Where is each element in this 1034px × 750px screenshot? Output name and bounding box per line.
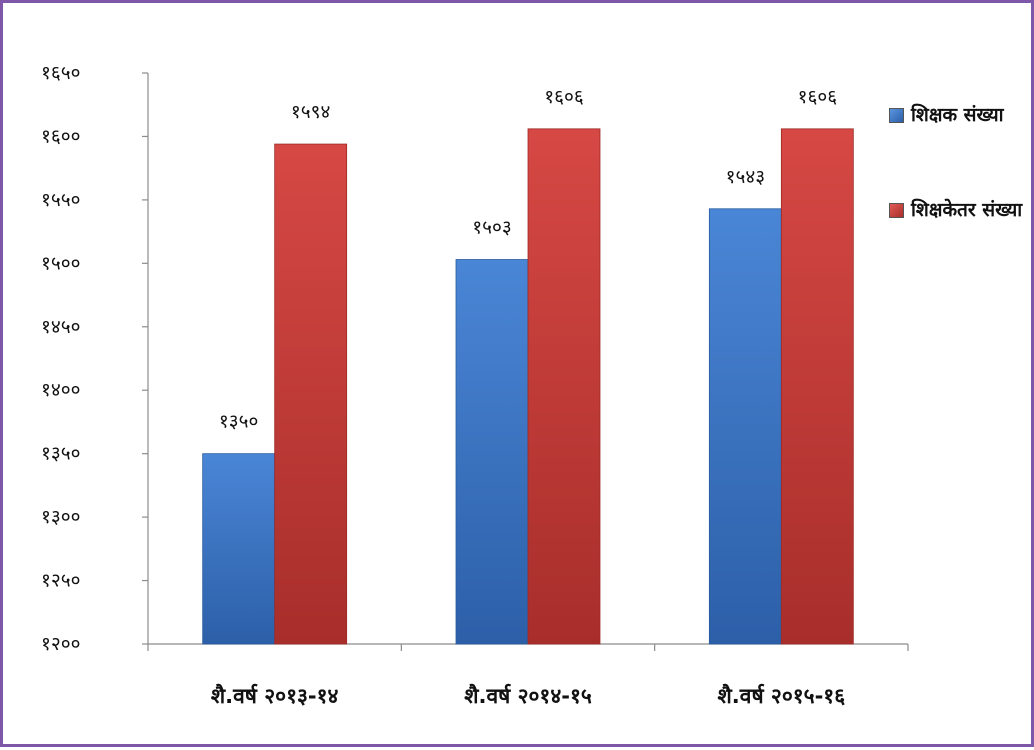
bar-nonteachers (274, 143, 348, 645)
legend-label-teachers: शिक्षक संख्या (911, 104, 1004, 126)
y-tick-label: १२५० (41, 570, 81, 592)
bar-chart: १२०० १२५० १३०० १३५० १४०० १४५० १५०० १५५० १६०० १६५०… (41, 62, 909, 708)
y-tick-label: १५५० (41, 189, 81, 211)
x-tick-label: शै.वर्ष २०१४-१५ (464, 683, 592, 708)
legend: शिक्षक संख्या शिक्षकेतर संख्या (887, 99, 1027, 289)
legend-label-nonteachers: शिक्षकेतर संख्या (911, 199, 1023, 221)
bar-teachers (708, 208, 782, 645)
data-label: १५०३ (472, 217, 512, 239)
bars (202, 128, 854, 645)
y-tick-label: १२०० (41, 633, 81, 655)
bar-teachers (455, 259, 529, 645)
bar-nonteachers (527, 128, 601, 645)
x-tick-label: शै.वर्ष २०१५-१६ (718, 683, 846, 708)
data-label: १५४३ (726, 166, 766, 188)
data-label: १३५० (219, 411, 259, 433)
legend-swatch-blue (889, 108, 904, 123)
y-tick-label: १४५० (41, 316, 81, 338)
axes: १२०० १२५० १३०० १३५० १४०० १४५० १५०० १५५० १६०० १६५० (41, 62, 909, 655)
y-tick-label: १५०० (41, 252, 81, 274)
y-tick-label: १४०० (41, 379, 81, 401)
data-label: १६०६ (798, 86, 838, 108)
y-tick-label: १३०० (41, 506, 81, 528)
bar-nonteachers (780, 128, 854, 645)
y-tick-label: १६०० (41, 125, 81, 147)
y-tick-label: १६५० (41, 62, 81, 84)
labels: शै.वर्ष २०१३-१४ १३५० १५९४ शै.वर्ष २०१४-१५ १५… (211, 86, 845, 708)
legend-item-nonteachers: शिक्षकेतर संख्या (887, 194, 1027, 227)
data-label: १५९४ (291, 101, 331, 123)
data-label: १६०६ (544, 86, 584, 108)
bar-teachers (202, 453, 276, 645)
legend-swatch-red (889, 203, 904, 218)
y-tick-label: १३५० (41, 443, 81, 465)
x-tick-label: शै.वर्ष २०१३-१४ (211, 683, 339, 708)
legend-item-teachers: शिक्षक संख्या (887, 99, 1027, 132)
